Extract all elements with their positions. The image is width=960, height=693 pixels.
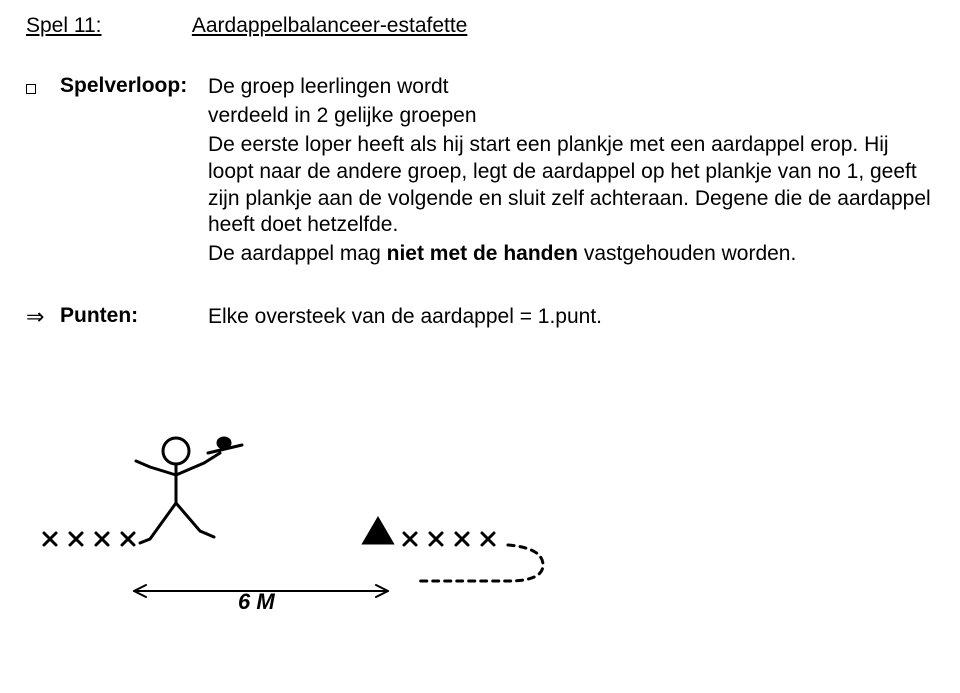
- spelverloop-line4: De aardappel mag niet met de handen vast…: [208, 241, 934, 268]
- title-row: Spel 11: Aardappelbalanceer-estafette: [26, 14, 934, 38]
- spelverloop-line4-post: vastgehouden worden.: [578, 242, 796, 265]
- triangle-marker: [364, 519, 392, 543]
- right-group-marks: [404, 533, 494, 545]
- spelverloop-line4-bold: niet met de handen: [387, 242, 578, 265]
- spelverloop-line1: De groep leerlingen wordt: [208, 74, 934, 101]
- section-spelverloop: Spelverloop: De groep leerlingen wordt v…: [26, 74, 934, 270]
- spelverloop-label: Spelverloop:: [60, 74, 208, 98]
- return-path: [416, 545, 543, 581]
- spelverloop-line2: verdeeld in 2 gelijke groepen: [208, 103, 934, 130]
- game-number: Spel 11:: [26, 14, 186, 38]
- square-bullet-icon: [26, 84, 36, 94]
- punten-text: Elke oversteek van de aardappel = 1.punt…: [208, 304, 934, 331]
- illustration: 6 M: [38, 403, 934, 619]
- spelverloop-body: De groep leerlingen wordt verdeeld in 2 …: [208, 74, 934, 270]
- distance-label: 6 M: [238, 589, 275, 613]
- punten-label: Punten:: [60, 304, 208, 328]
- left-group-marks: [44, 533, 134, 545]
- page: Spel 11: Aardappelbalanceer-estafette Sp…: [0, 0, 960, 619]
- punten-body: Elke oversteek van de aardappel = 1.punt…: [208, 304, 934, 333]
- spelverloop-line3: De eerste loper heeft als hij start een …: [208, 132, 934, 240]
- arrow-col: ⇒: [26, 304, 60, 330]
- spelverloop-line4-pre: De aardappel mag: [208, 242, 387, 265]
- bullet-col: [26, 74, 60, 100]
- runner-figure: [136, 438, 242, 543]
- section-punten: ⇒ Punten: Elke oversteek van de aardappe…: [26, 304, 934, 333]
- illustration-svg: 6 M: [38, 403, 558, 613]
- double-arrow-icon: ⇒: [26, 306, 44, 328]
- game-title: Aardappelbalanceer-estafette: [192, 14, 468, 38]
